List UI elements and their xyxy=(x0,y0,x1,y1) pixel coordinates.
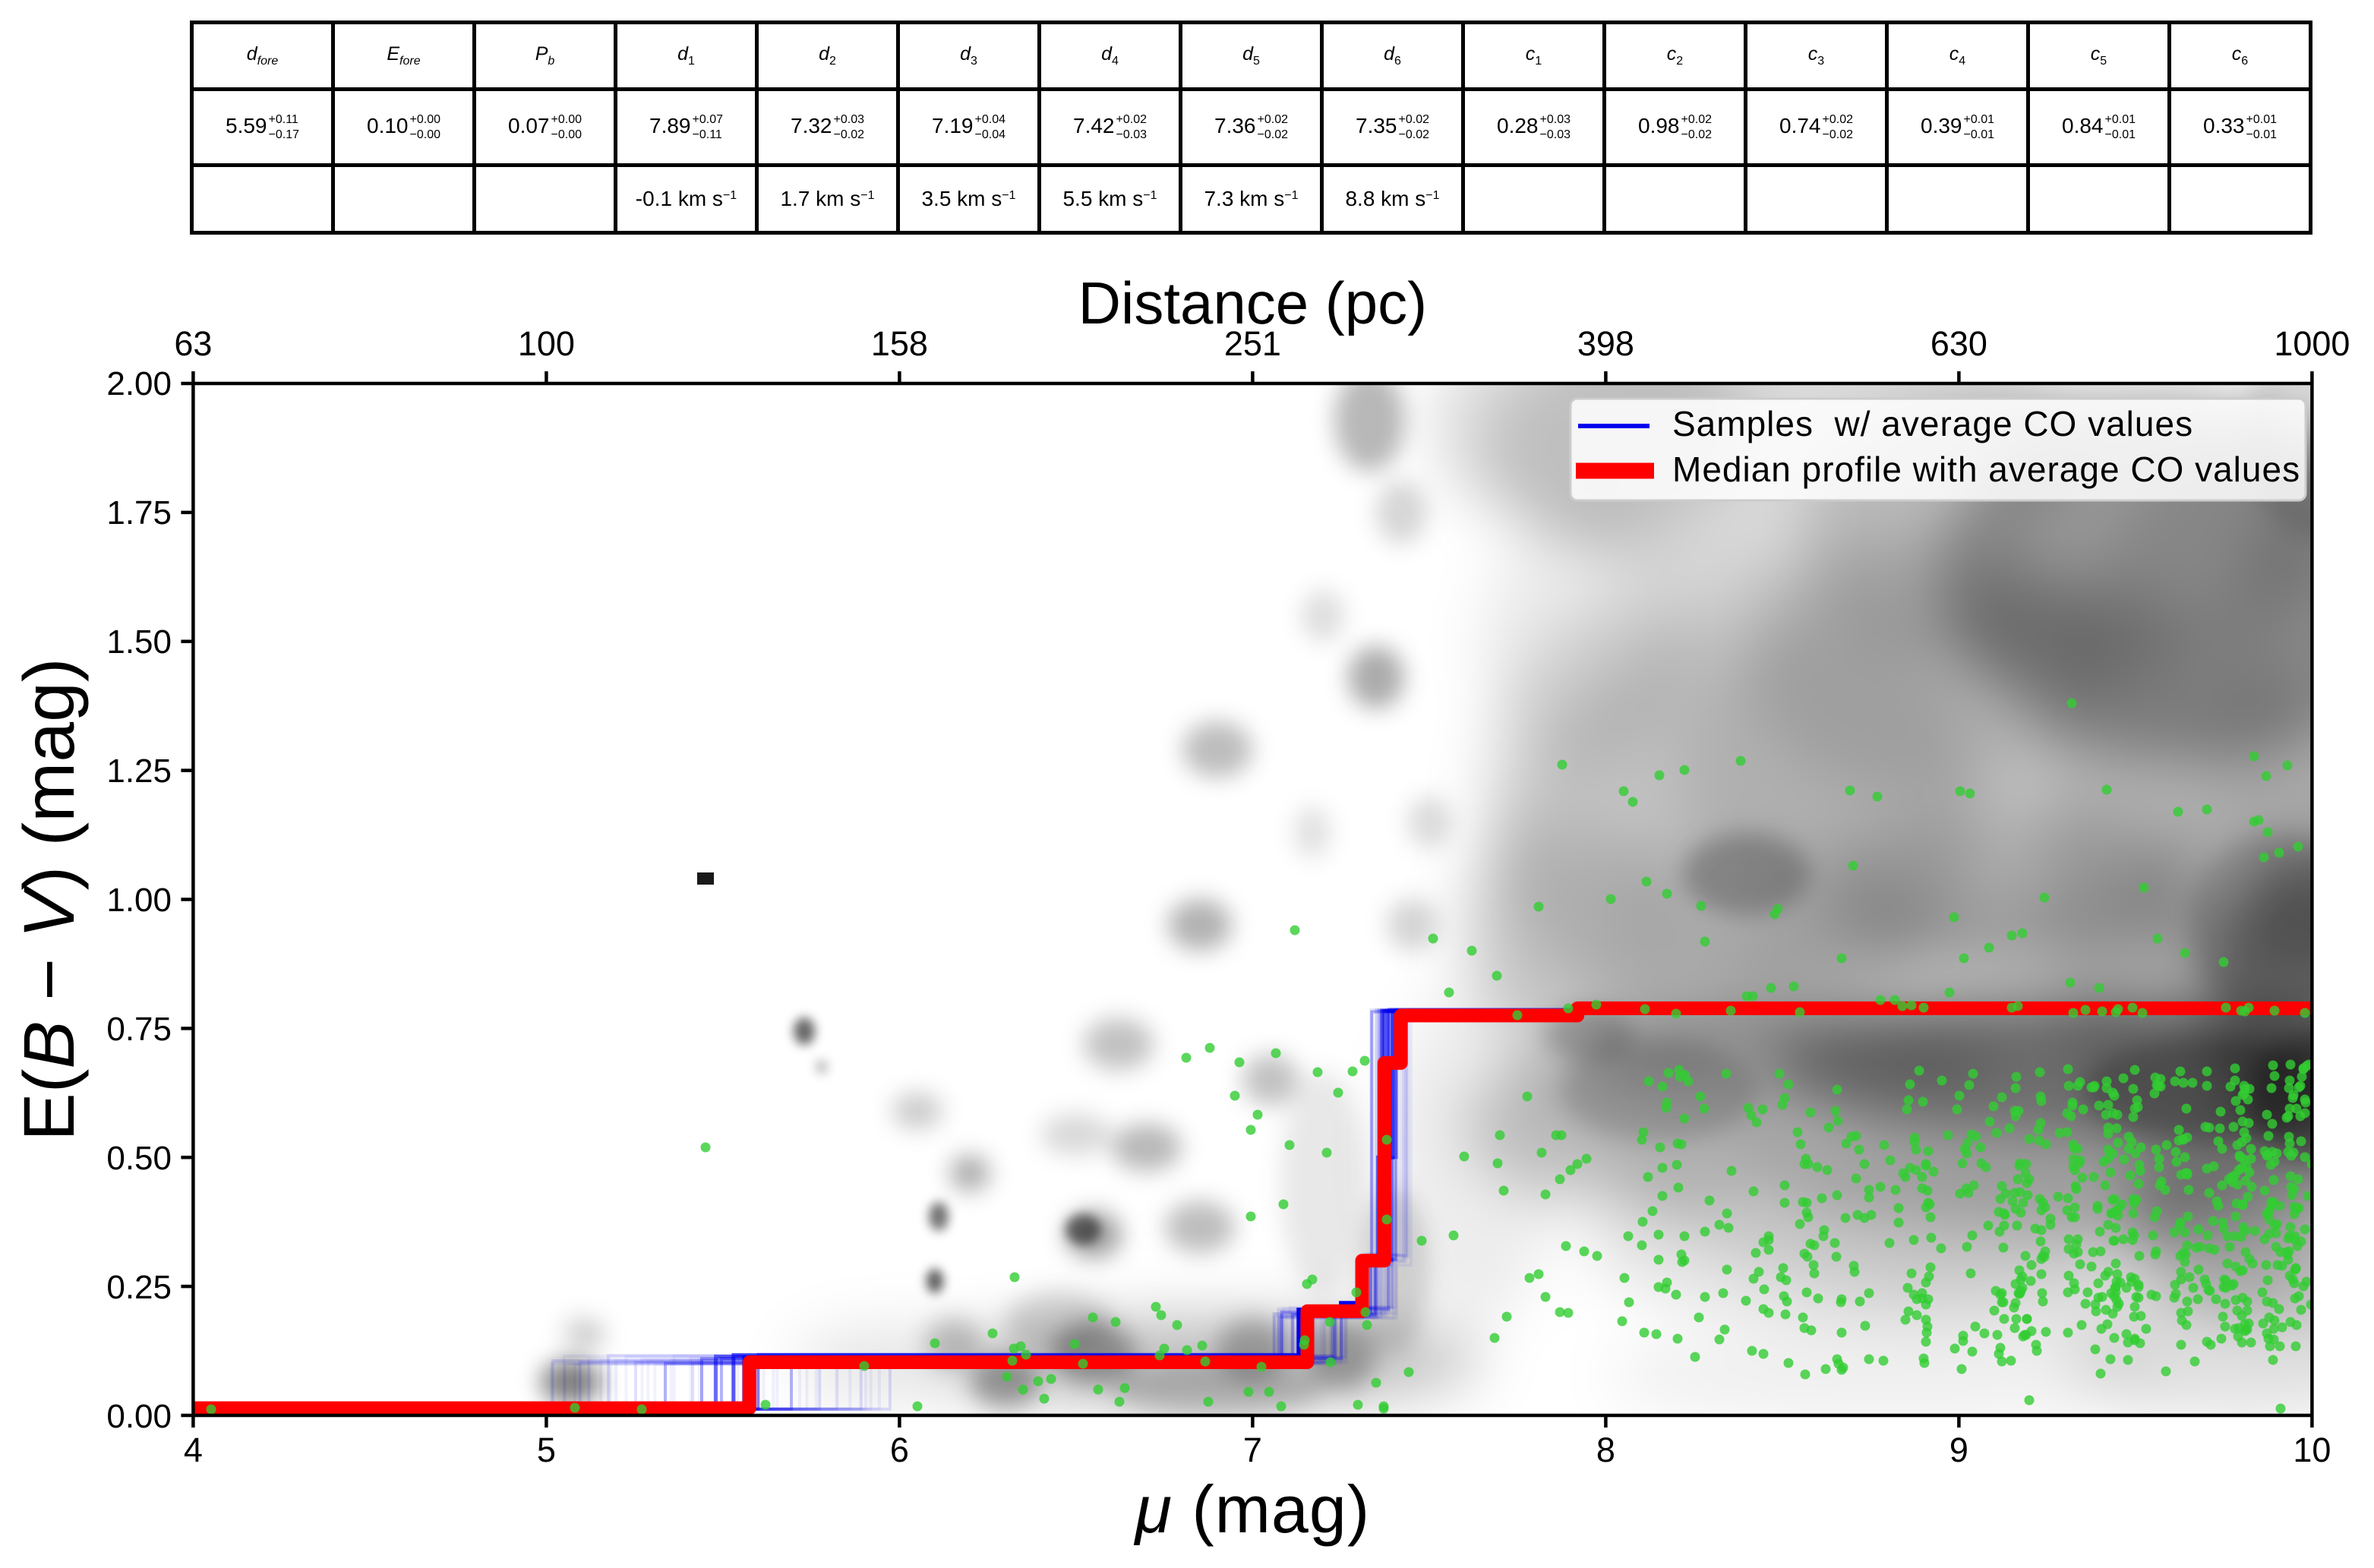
svg-text:398: 398 xyxy=(1577,324,1634,363)
svg-text:1.50: 1.50 xyxy=(106,623,172,661)
svg-text:μ (mag): μ (mag) xyxy=(1134,1472,1370,1547)
svg-text:6: 6 xyxy=(890,1431,909,1469)
svg-text:0.00: 0.00 xyxy=(106,1398,172,1435)
svg-text:E(B − V) (mag): E(B − V) (mag) xyxy=(9,658,90,1141)
svg-text:Median profile with average CO: Median profile with average CO values xyxy=(1672,450,2300,489)
svg-text:63: 63 xyxy=(174,324,212,363)
svg-text:100: 100 xyxy=(518,324,575,363)
svg-text:10: 10 xyxy=(2293,1431,2331,1469)
svg-text:1.00: 1.00 xyxy=(106,882,172,919)
svg-text:4: 4 xyxy=(184,1431,203,1469)
svg-text:Distance (pc): Distance (pc) xyxy=(1078,270,1427,336)
svg-text:0.75: 0.75 xyxy=(106,1011,172,1048)
svg-text:0.25: 0.25 xyxy=(106,1269,172,1306)
svg-text:2.00: 2.00 xyxy=(106,365,172,402)
svg-text:630: 630 xyxy=(1930,324,1987,363)
svg-text:251: 251 xyxy=(1224,324,1281,363)
svg-text:9: 9 xyxy=(1949,1431,1968,1469)
svg-text:8: 8 xyxy=(1596,1431,1615,1469)
svg-text:0.50: 0.50 xyxy=(106,1140,172,1177)
svg-text:1000: 1000 xyxy=(2274,324,2350,363)
svg-text:5: 5 xyxy=(537,1431,556,1469)
svg-text:Samples w/ average CO values: Samples w/ average CO values xyxy=(1672,404,2193,443)
svg-text:1.25: 1.25 xyxy=(106,752,172,790)
svg-text:158: 158 xyxy=(871,324,928,363)
svg-text:7: 7 xyxy=(1243,1431,1262,1469)
svg-text:1.75: 1.75 xyxy=(106,494,172,532)
